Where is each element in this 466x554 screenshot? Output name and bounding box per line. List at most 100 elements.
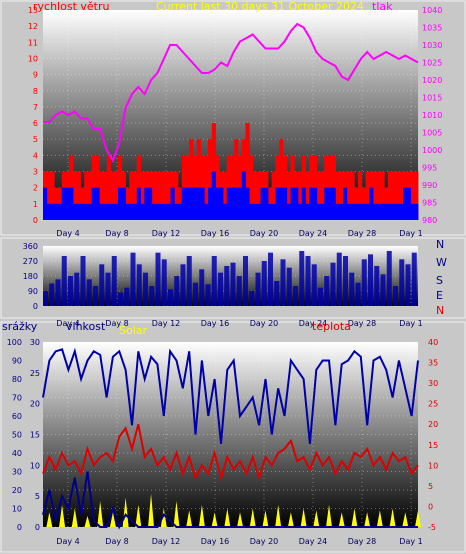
panel-1-frame <box>0 0 466 236</box>
wind-direction-mark <box>68 276 73 306</box>
wind-gust-bar <box>335 171 340 220</box>
p3-temp-y-tick-label: 25 <box>428 400 438 409</box>
wind-direction-mark <box>330 262 336 306</box>
wind-gust-bar <box>76 171 81 220</box>
wind-direction-mark <box>293 286 298 306</box>
solar-spike <box>262 510 269 527</box>
p3-rain-y-tick-label: 15 <box>30 431 40 440</box>
p1-left-y-tick-label: 9 <box>33 71 38 80</box>
wind-average-bar <box>313 187 318 220</box>
wind-average-bar <box>50 203 55 220</box>
wind-average-bar <box>215 187 220 220</box>
wind-gust-bar <box>204 155 209 220</box>
wind-direction-mark <box>105 272 111 306</box>
wind-direction-mark <box>374 266 380 306</box>
wind-average-bar <box>193 187 198 220</box>
wind-direction-mark <box>411 252 417 306</box>
solar-spike <box>135 504 142 527</box>
p3-temp-y-tick-label: 0 <box>428 502 433 511</box>
solar-spike <box>415 510 421 527</box>
wind-average-bar <box>373 203 378 220</box>
wind-average-bar <box>121 187 126 220</box>
wind-direction-mark <box>324 276 330 306</box>
wind-direction-mark <box>368 254 373 306</box>
p1-right-y-tick-label: 1010 <box>422 111 442 120</box>
wind-average-bar <box>54 203 59 220</box>
p1-left-y-tick-label: 10 <box>28 54 38 63</box>
wind-gust-bar <box>391 171 396 220</box>
wind-average-bar <box>110 203 115 220</box>
wind-average-bar <box>271 203 276 220</box>
wind-average-bar <box>196 187 201 220</box>
wind-direction-mark <box>349 272 355 306</box>
p3-humidity-y-tick-label: 10 <box>12 505 22 514</box>
solar-spike <box>351 508 358 527</box>
right-label-pressure: tlak <box>372 0 393 13</box>
p2-left-y-tick-label: 0 <box>33 302 38 311</box>
p3-temp-y-tick-label: 20 <box>428 420 438 429</box>
wind-gust-bar <box>155 171 160 220</box>
solar-spike <box>275 504 282 527</box>
p1-x-tick-label: Day 16 <box>201 229 230 238</box>
wind-gust-bar <box>410 171 415 220</box>
p1-right-y-tick-label: 985 <box>422 199 437 208</box>
wind-average-bar <box>73 203 78 220</box>
temperature-label: teplota <box>312 320 351 333</box>
p1-right-y-tick-label: 990 <box>422 181 437 190</box>
wind-direction-mark <box>149 286 155 306</box>
wind-gust-bar <box>346 171 351 220</box>
p1-x-tick-label: Day 24 <box>299 229 328 238</box>
solar-spike <box>389 508 396 527</box>
wind-gust-bar <box>298 171 303 220</box>
wind-gust-bar <box>256 171 261 220</box>
solar-spike <box>338 512 345 527</box>
wind-gust-bar <box>50 171 55 220</box>
wind-average-bar <box>219 187 224 220</box>
p3-rain-y-tick-label: 0 <box>35 523 40 532</box>
p2-left-y-tick-label: 360 <box>23 242 38 251</box>
wind-direction-mark <box>343 256 348 306</box>
wind-direction-mark <box>380 274 386 306</box>
wind-average-bar <box>320 203 325 220</box>
wind-average-bar <box>129 203 134 220</box>
wind-gust-bar <box>159 171 164 220</box>
compass-n-top: N <box>436 238 444 251</box>
p1-x-tick-label: Day 20 <box>250 229 279 238</box>
wind-average-bar <box>380 203 385 220</box>
wind-average-bar <box>264 187 269 220</box>
wind-average-bar <box>376 203 381 220</box>
wind-average-bar <box>91 187 96 220</box>
wind-gust-bar <box>211 123 216 220</box>
wind-average-bar <box>155 203 160 220</box>
wind-direction-mark <box>74 272 80 306</box>
wind-direction-mark <box>261 261 267 306</box>
wind-gust-bar <box>316 171 321 220</box>
solar-spike <box>186 510 193 527</box>
wind-direction-mark <box>355 282 361 306</box>
wind-average-bar <box>256 203 261 220</box>
wind-average-bar <box>305 203 310 220</box>
solar-spike <box>148 493 155 527</box>
p1-left-y-tick-label: 0 <box>33 216 38 225</box>
wind-direction-mark <box>211 256 217 306</box>
wind-gust-bar <box>279 139 284 220</box>
wind-direction-mark <box>336 252 342 306</box>
wind-average-bar <box>331 187 336 220</box>
p1-x-tick-label: Day 12 <box>152 229 181 238</box>
wind-gust-bar <box>350 171 355 220</box>
wind-average-bar <box>350 203 355 220</box>
wind-direction-mark <box>136 264 142 306</box>
wind-direction-mark <box>280 259 286 306</box>
wind-direction-mark <box>218 272 223 306</box>
solar-spike <box>84 515 91 527</box>
wind-gust-bar <box>88 171 93 220</box>
solar-spike <box>287 512 294 527</box>
wind-direction-mark <box>186 256 192 306</box>
wind-direction-mark <box>49 283 55 306</box>
solar-spike <box>237 512 244 527</box>
wind-gust-bar <box>106 155 111 220</box>
wind-average-bar <box>170 187 175 220</box>
wind-average-bar <box>69 187 74 220</box>
p2-left-y-tick-label: 270 <box>23 257 38 266</box>
wind-direction-mark <box>86 279 92 306</box>
